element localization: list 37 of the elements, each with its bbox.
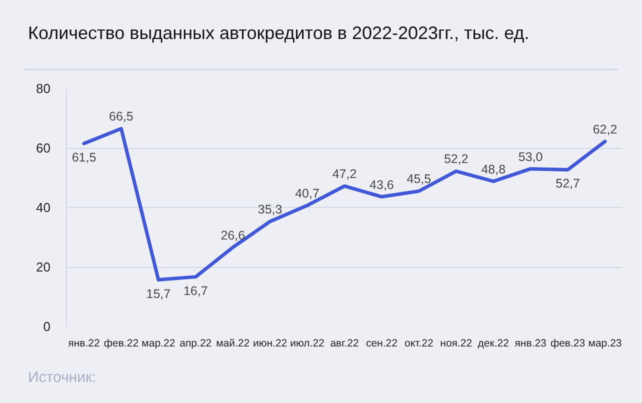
data-label: 47,2: [332, 167, 357, 182]
x-tick-label: сен.22: [366, 338, 398, 350]
x-tick-label: фев.22: [104, 338, 139, 350]
data-label: 48,8: [481, 162, 506, 176]
data-label: 52,7: [556, 176, 580, 191]
data-label: 61,5: [72, 150, 96, 165]
y-tick-label: 60: [36, 140, 51, 156]
x-tick-label: янв.22: [68, 338, 100, 350]
data-label: 52,2: [444, 152, 468, 166]
data-label: 45,5: [406, 172, 432, 186]
data-label: 26,6: [220, 228, 246, 242]
data-label: 62,2: [592, 122, 618, 136]
y-tick-label: 20: [36, 260, 51, 274]
data-label: 53,0: [518, 150, 543, 164]
data-label: 16,7: [183, 284, 208, 298]
text: Источник:: [28, 368, 96, 388]
x-tick-label: июн.22: [253, 338, 288, 350]
data-label: 66,5: [109, 110, 134, 124]
chart-title: Количество выданных автокредитов в 2022-2023гг., тыс. ед.: [28, 22, 530, 45]
x-tick-label: окт.22: [404, 338, 434, 350]
x-tick-label: июл.22: [290, 338, 325, 350]
x-tick-label: май.22: [216, 338, 250, 350]
data-label: 15,7: [146, 286, 171, 301]
x-tick-label: апр.22: [180, 338, 212, 350]
x-tick-label: авг.22: [330, 338, 359, 350]
x-tick-label: фев.23: [550, 338, 586, 350]
y-tick-label: 0: [43, 319, 51, 334]
x-tick-label: мар.23: [588, 338, 622, 350]
x-tick-label: дек.22: [478, 338, 510, 350]
data-label: 43,6: [370, 178, 394, 192]
data-label: 40,7: [295, 186, 320, 200]
y-tick-label: 80: [36, 81, 51, 96]
data-label: 35,3: [258, 202, 282, 216]
x-tick-label: мар.22: [142, 338, 176, 350]
y-tick-label: 40: [36, 200, 51, 215]
x-tick-label: янв.23: [514, 338, 547, 350]
x-tick-label: ноя.22: [440, 338, 472, 350]
